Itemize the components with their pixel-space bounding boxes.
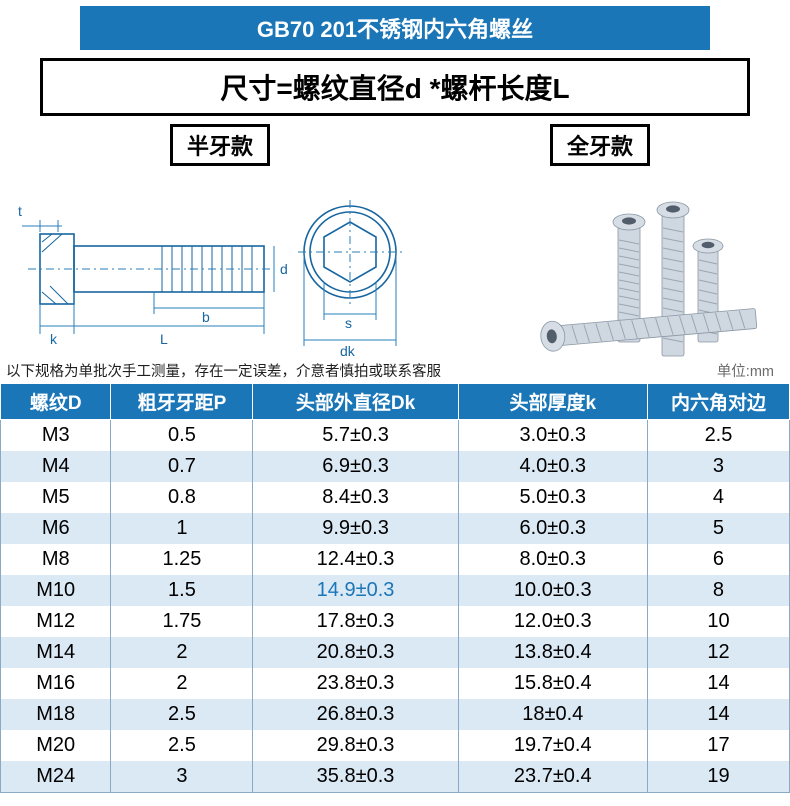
table-cell: 1 (111, 513, 253, 544)
table-cell: 3 (647, 451, 789, 482)
table-cell: 8.0±0.3 (458, 544, 647, 575)
table-row: M40.76.9±0.34.0±0.33 (1, 451, 790, 482)
table-cell: M14 (1, 637, 111, 668)
table-cell: 4 (647, 482, 789, 513)
table-cell: 0.7 (111, 451, 253, 482)
table-cell: 2 (111, 668, 253, 699)
diagram-area: t k L b d s dk (0, 152, 790, 362)
table-cell: 2 (111, 637, 253, 668)
table-row: M16223.8±0.315.8±0.414 (1, 668, 790, 699)
table-row: M24335.8±0.323.7±0.419 (1, 761, 790, 793)
table-row: M619.9±0.36.0±0.35 (1, 513, 790, 544)
table-row: M30.55.7±0.33.0±0.32.5 (1, 420, 790, 452)
table-cell: M20 (1, 730, 111, 761)
table-cell: 35.8±0.3 (253, 761, 458, 793)
table-cell: 8 (647, 575, 789, 606)
table-cell: 12.0±0.3 (458, 606, 647, 637)
table-cell: M12 (1, 606, 111, 637)
table-cell: M18 (1, 699, 111, 730)
table-header: 粗牙牙距P (111, 384, 253, 420)
schematic-front-icon: s dk (290, 196, 430, 366)
unit-label: 单位:mm (717, 360, 774, 381)
table-cell: 14 (647, 699, 789, 730)
table-cell: 20.8±0.3 (253, 637, 458, 668)
table-cell: 9.9±0.3 (253, 513, 458, 544)
table-cell: 12.4±0.3 (253, 544, 458, 575)
table-cell: M8 (1, 544, 111, 575)
table-cell: 3.0±0.3 (458, 420, 647, 452)
table-cell: 23.7±0.4 (458, 761, 647, 793)
formula-bar: 尺寸=螺纹直径d *螺杆长度L (40, 58, 750, 116)
table-cell: 14.9±0.3 (253, 575, 458, 606)
schematic-side-icon: t k L b d (12, 186, 292, 366)
table-cell: 29.8±0.3 (253, 730, 458, 761)
table-cell: 5.0±0.3 (458, 482, 647, 513)
table-cell: 10 (647, 606, 789, 637)
table-cell: 13.8±0.4 (458, 637, 647, 668)
table-row: M14220.8±0.313.8±0.412 (1, 637, 790, 668)
table-cell: 5 (647, 513, 789, 544)
dim-label-L: L (160, 331, 168, 347)
table-cell: 12 (647, 637, 789, 668)
table-cell: 17 (647, 730, 789, 761)
table-cell: 8.4±0.3 (253, 482, 458, 513)
table-cell: M10 (1, 575, 111, 606)
table-row: M182.526.8±0.318±0.414 (1, 699, 790, 730)
table-cell: 0.8 (111, 482, 253, 513)
dim-label-t: t (18, 203, 22, 219)
table-cell: 2.5 (111, 730, 253, 761)
table-cell: 0.5 (111, 420, 253, 452)
table-cell: 2.5 (111, 699, 253, 730)
table-cell: 1.25 (111, 544, 253, 575)
dim-label-b: b (202, 309, 210, 325)
table-cell: 1.75 (111, 606, 253, 637)
table-cell: 14 (647, 668, 789, 699)
table-cell: 6.9±0.3 (253, 451, 458, 482)
table-cell: 5.7±0.3 (253, 420, 458, 452)
table-cell: 19 (647, 761, 789, 793)
page-title: GB70 201不锈钢内六角螺丝 (80, 6, 710, 50)
table-cell: 4.0±0.3 (458, 451, 647, 482)
table-cell: 19.7±0.4 (458, 730, 647, 761)
bolts-photo-icon (522, 182, 782, 362)
table-cell: 26.8±0.3 (253, 699, 458, 730)
table-cell: 15.8±0.4 (458, 668, 647, 699)
table-row: M50.88.4±0.35.0±0.34 (1, 482, 790, 513)
table-cell: 6.0±0.3 (458, 513, 647, 544)
table-cell: M24 (1, 761, 111, 793)
dim-label-dk: dk (340, 343, 356, 359)
table-row: M81.2512.4±0.38.0±0.36 (1, 544, 790, 575)
spec-table: 螺纹D粗牙牙距P头部外直径Dk头部厚度k内六角对边 M30.55.7±0.33.… (0, 383, 790, 793)
dim-label-d: d (280, 261, 288, 277)
table-header: 内六角对边 (647, 384, 789, 420)
table-cell: 2.5 (647, 420, 789, 452)
table-cell: 17.8±0.3 (253, 606, 458, 637)
table-row: M101.514.9±0.310.0±0.38 (1, 575, 790, 606)
table-cell: 1.5 (111, 575, 253, 606)
table-cell: M16 (1, 668, 111, 699)
table-row: M121.7517.8±0.312.0±0.310 (1, 606, 790, 637)
table-header: 头部厚度k (458, 384, 647, 420)
table-cell: M3 (1, 420, 111, 452)
table-cell: M6 (1, 513, 111, 544)
table-row: M202.529.8±0.319.7±0.417 (1, 730, 790, 761)
table-cell: 18±0.4 (458, 699, 647, 730)
table-cell: 10.0±0.3 (458, 575, 647, 606)
table-header: 螺纹D (1, 384, 111, 420)
table-cell: 3 (111, 761, 253, 793)
dim-label-s: s (345, 315, 352, 331)
table-cell: M5 (1, 482, 111, 513)
dim-label-k: k (50, 331, 58, 347)
table-cell: 23.8±0.3 (253, 668, 458, 699)
table-cell: M4 (1, 451, 111, 482)
table-header: 头部外直径Dk (253, 384, 458, 420)
table-cell: 6 (647, 544, 789, 575)
